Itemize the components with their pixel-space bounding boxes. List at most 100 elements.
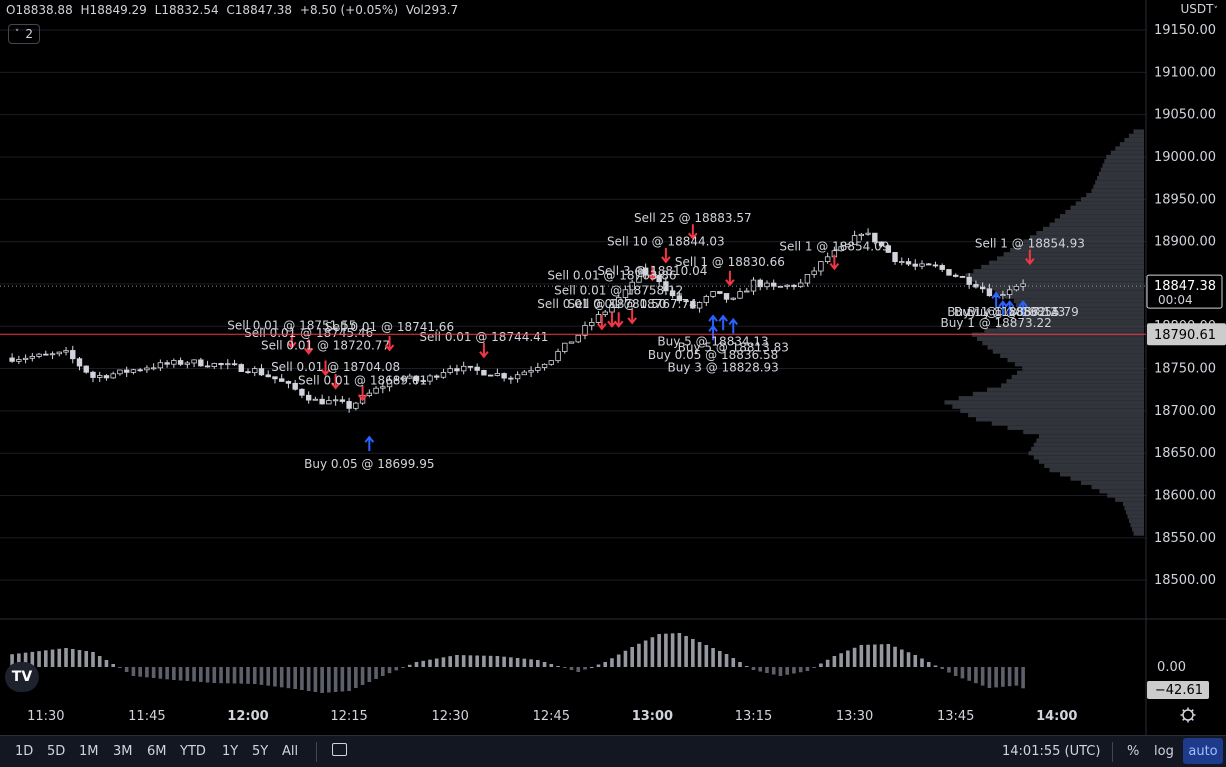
volume-profile-bar [1075, 201, 1144, 206]
oscillator-bar [286, 667, 291, 689]
log-scale-button[interactable]: log [1154, 744, 1174, 759]
oscillator-bar [731, 658, 736, 667]
oscillator-bar [718, 651, 722, 667]
volume-profile-bar [1091, 484, 1144, 490]
oscillator-bar [293, 667, 297, 689]
oscillator-bar [488, 655, 493, 667]
range-1m-button[interactable]: 1M [79, 744, 99, 759]
level-price-label: 18790.61 [1154, 328, 1216, 343]
gear-tooth [1191, 709, 1194, 712]
range-all-button[interactable]: All [282, 744, 299, 759]
collapse-indicators-button[interactable]: ˅ 2 [8, 24, 40, 44]
oscillator-bar [987, 667, 992, 688]
volume-profile-bar [968, 413, 1144, 418]
candle-body [959, 276, 966, 278]
candle-body [838, 246, 844, 252]
volume-profile-bar [1128, 133, 1144, 138]
candle-body [447, 368, 453, 373]
candle-body [953, 274, 959, 277]
oscillator-bar [589, 667, 594, 668]
high-value: H18849.29 [80, 3, 147, 17]
percent-scale-button[interactable]: % [1127, 744, 1140, 759]
candle-body [919, 263, 925, 267]
volume-profile-bar [1054, 218, 1144, 223]
oscillator-bar [798, 667, 803, 673]
volume-profile-bar [992, 349, 1144, 354]
price-tick-label: 18500.00 [1154, 573, 1216, 588]
volume-profile-bar [1095, 180, 1144, 185]
buy-arrow-icon [1018, 300, 1028, 316]
oscillator-bar [643, 640, 648, 667]
gear-tooth [1182, 709, 1185, 712]
candle-body [413, 375, 420, 381]
candle-body [562, 342, 568, 352]
time-tick-label: 14:00 [1036, 709, 1077, 724]
candle-body [56, 351, 62, 355]
chevron-down-icon: ˅ [1213, 6, 1219, 16]
volume-profile-bar [1016, 370, 1144, 375]
oscillator-bar [468, 655, 473, 667]
candle-body [97, 375, 103, 378]
oscillator-bar [529, 659, 533, 667]
oscillator-bar [158, 667, 163, 679]
volume-profile-bar [1022, 366, 1144, 371]
gear-ring [1182, 709, 1194, 721]
last-price-label: 18847.38 [1154, 279, 1216, 294]
time-axis[interactable]: 11:30 11:45 12:00 12:15 12:30 12:45 13:00 13:15… [27, 707, 1196, 725]
volume-profile-bar [1003, 252, 1144, 257]
candle-body [501, 373, 507, 379]
candle-body [427, 375, 433, 382]
oscillator-bar [691, 639, 695, 667]
candle-body [211, 363, 217, 367]
range-5d-button[interactable]: 5D [47, 744, 66, 759]
oscillator-bar [556, 666, 560, 667]
oscillator-bar [785, 667, 789, 675]
oscillator-bar [846, 650, 850, 667]
volume-profile-bar [1007, 425, 1144, 430]
gear-tooth [1191, 718, 1194, 721]
range-1y-button[interactable]: 1Y [222, 744, 239, 759]
candle-body [332, 399, 339, 402]
oscillator-bar [805, 667, 810, 671]
oscillator-bar [994, 667, 998, 688]
candle-body [865, 232, 871, 235]
chart-grid [0, 0, 1226, 735]
auto-scale-button[interactable]: auto [1183, 738, 1223, 764]
range-3m-button[interactable]: 3M [113, 744, 133, 759]
range-6m-button[interactable]: 6M [147, 744, 167, 759]
candle-body [986, 288, 993, 297]
oscillator-bar [421, 660, 426, 667]
volume-profile-bar [1102, 163, 1144, 168]
candle-body [110, 373, 116, 379]
candle-body [171, 360, 177, 365]
currency-selector[interactable]: USDT˅ [1181, 2, 1218, 16]
range-1d-button[interactable]: 1D [15, 744, 34, 759]
oscillator-bar [10, 654, 14, 667]
oscillator-bar [913, 655, 918, 667]
volume-profile-bar [1015, 302, 1144, 308]
tradingview-logo-icon[interactable]: TV [5, 662, 39, 692]
range-5y-button[interactable]: 5Y [252, 744, 269, 759]
settings-gear-icon[interactable] [1180, 707, 1196, 723]
oscillator-bar [246, 667, 250, 684]
candle-body [818, 261, 824, 272]
candle-body [723, 293, 730, 300]
range-ytd-button[interactable]: YTD [180, 744, 206, 759]
volume-profile-bar [1033, 455, 1144, 460]
volume-profile-bar [1031, 446, 1144, 452]
ohlc-legend: O18838.88 H18849.29 L18832.54 C18847.38 … [6, 3, 462, 17]
volume-profile-bar [952, 404, 1144, 409]
volume-profile-bar [991, 421, 1144, 426]
candle-body [117, 369, 123, 375]
volume-profile-bar [1098, 171, 1144, 176]
candle-body [622, 289, 629, 298]
date-range-icon[interactable] [332, 743, 347, 756]
price-axis[interactable]: 19150.00 19100.00 19050.00 19000.00 18950.00… [1146, 23, 1226, 699]
trade-label: Sell 10 @ 18844.03 [607, 235, 725, 249]
price-tick-label: 18700.00 [1154, 404, 1216, 419]
utc-clock[interactable]: 14:01:55 (UTC) [1002, 744, 1101, 759]
change-value: +8.50 (+0.05%) [299, 3, 399, 17]
candle-body [521, 371, 528, 376]
